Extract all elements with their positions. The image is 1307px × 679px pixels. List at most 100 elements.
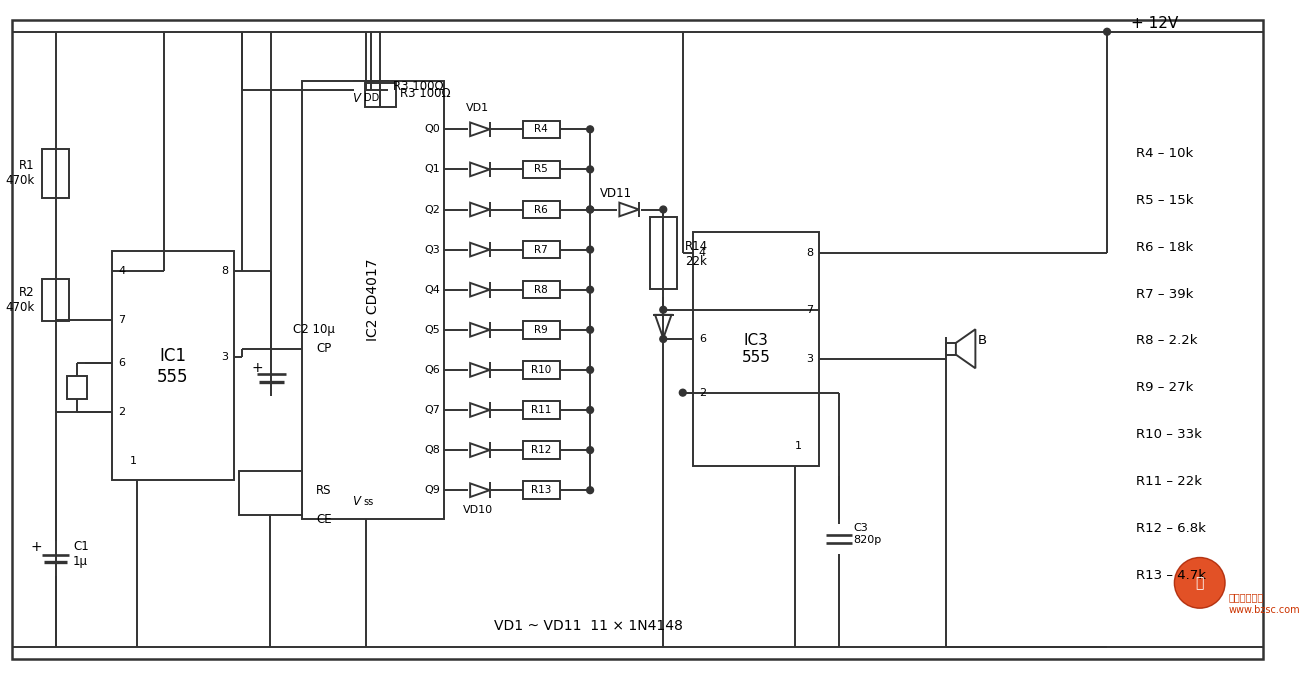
Text: IC3
555: IC3 555 — [741, 333, 770, 365]
Bar — [42, 278, 69, 321]
Bar — [523, 121, 559, 138]
Text: B: B — [978, 335, 987, 348]
Bar — [946, 343, 955, 354]
Circle shape — [587, 367, 593, 373]
Text: Q0: Q0 — [425, 124, 440, 134]
Text: 2: 2 — [119, 407, 125, 417]
Polygon shape — [471, 323, 490, 337]
Circle shape — [587, 206, 593, 213]
Text: Q4: Q4 — [425, 285, 440, 295]
Bar — [523, 281, 559, 299]
Text: 3: 3 — [806, 354, 813, 363]
Text: VD1 ~ VD11  11 × 1N4148: VD1 ~ VD11 11 × 1N4148 — [494, 619, 682, 633]
Bar — [693, 232, 819, 466]
Text: R13 – 4.7k: R13 – 4.7k — [1136, 568, 1206, 581]
Bar — [523, 361, 559, 379]
Text: R11: R11 — [531, 405, 552, 415]
Circle shape — [660, 206, 667, 213]
Bar — [112, 251, 234, 481]
Text: R12 – 6.8k: R12 – 6.8k — [1136, 521, 1206, 535]
Circle shape — [587, 287, 593, 293]
Text: R2
470k: R2 470k — [5, 286, 34, 314]
Polygon shape — [471, 403, 490, 417]
Text: 7: 7 — [119, 314, 125, 325]
Polygon shape — [620, 202, 639, 217]
Text: 6: 6 — [699, 334, 706, 344]
Circle shape — [587, 447, 593, 454]
Circle shape — [587, 126, 593, 132]
Bar — [650, 217, 677, 289]
Polygon shape — [471, 363, 490, 377]
Text: IC1
555: IC1 555 — [157, 347, 188, 386]
Text: R5 – 15k: R5 – 15k — [1136, 194, 1193, 207]
Text: 维: 维 — [1196, 576, 1204, 590]
Bar — [523, 241, 559, 259]
Text: RS: RS — [316, 483, 332, 497]
Text: R14
22k: R14 22k — [685, 240, 708, 268]
Text: VD11: VD11 — [600, 187, 633, 200]
Text: 维库电子市场: 维库电子市场 — [1229, 593, 1264, 602]
Text: R7: R7 — [535, 244, 548, 255]
Text: R6 – 18k: R6 – 18k — [1136, 241, 1193, 254]
Circle shape — [1103, 29, 1111, 35]
Text: 8: 8 — [806, 249, 813, 258]
Text: IC2 CD4017: IC2 CD4017 — [366, 259, 379, 342]
Bar — [523, 481, 559, 499]
Text: +: + — [252, 361, 263, 375]
Text: R6: R6 — [535, 204, 548, 215]
Bar — [67, 376, 86, 399]
Circle shape — [587, 487, 593, 494]
Text: CE: CE — [316, 513, 332, 526]
Text: V: V — [352, 92, 359, 105]
Text: R12: R12 — [531, 445, 552, 455]
Text: R4 – 10k: R4 – 10k — [1136, 147, 1193, 160]
Text: R3 100Ω: R3 100Ω — [400, 87, 451, 100]
Text: Q8: Q8 — [425, 445, 440, 455]
Text: R10: R10 — [531, 365, 552, 375]
Text: R8 – 2.2k: R8 – 2.2k — [1136, 335, 1197, 348]
Text: VD1: VD1 — [467, 103, 490, 113]
Bar — [523, 161, 559, 178]
Polygon shape — [471, 243, 490, 257]
Text: C3
820p: C3 820p — [853, 524, 882, 545]
Text: Q2: Q2 — [425, 204, 440, 215]
Text: R8: R8 — [535, 285, 548, 295]
Text: R3 100Ω: R3 100Ω — [393, 80, 443, 93]
Text: V: V — [352, 496, 359, 509]
Text: R7 – 39k: R7 – 39k — [1136, 288, 1193, 301]
Circle shape — [660, 306, 667, 313]
Circle shape — [587, 327, 593, 333]
Circle shape — [587, 206, 593, 213]
Circle shape — [1175, 557, 1225, 608]
Polygon shape — [471, 483, 490, 497]
Text: Q5: Q5 — [425, 325, 440, 335]
Text: 4: 4 — [699, 249, 706, 258]
Circle shape — [680, 389, 686, 396]
Text: 2: 2 — [699, 388, 706, 398]
Text: Q6: Q6 — [425, 365, 440, 375]
Text: C1
1μ: C1 1μ — [73, 540, 89, 568]
Text: 4: 4 — [119, 265, 125, 276]
Text: R4: R4 — [535, 124, 548, 134]
Circle shape — [587, 246, 593, 253]
Polygon shape — [471, 122, 490, 136]
Text: R9: R9 — [535, 325, 548, 335]
Text: www.bzsc.com: www.bzsc.com — [1229, 605, 1300, 615]
Text: R5: R5 — [535, 164, 548, 175]
Text: 3: 3 — [221, 352, 227, 362]
Bar — [354, 81, 388, 100]
Text: 1: 1 — [131, 456, 137, 466]
Bar — [239, 471, 302, 515]
Bar — [523, 401, 559, 419]
Bar — [523, 321, 559, 339]
Text: Q7: Q7 — [425, 405, 440, 415]
Text: 6: 6 — [119, 359, 125, 369]
Polygon shape — [955, 329, 975, 368]
Circle shape — [587, 166, 593, 173]
Text: VD10: VD10 — [463, 504, 493, 515]
Text: 7: 7 — [806, 305, 813, 315]
Text: ss: ss — [363, 497, 374, 507]
Circle shape — [660, 335, 667, 342]
Text: 8: 8 — [221, 265, 227, 276]
Text: R10 – 33k: R10 – 33k — [1136, 428, 1202, 441]
